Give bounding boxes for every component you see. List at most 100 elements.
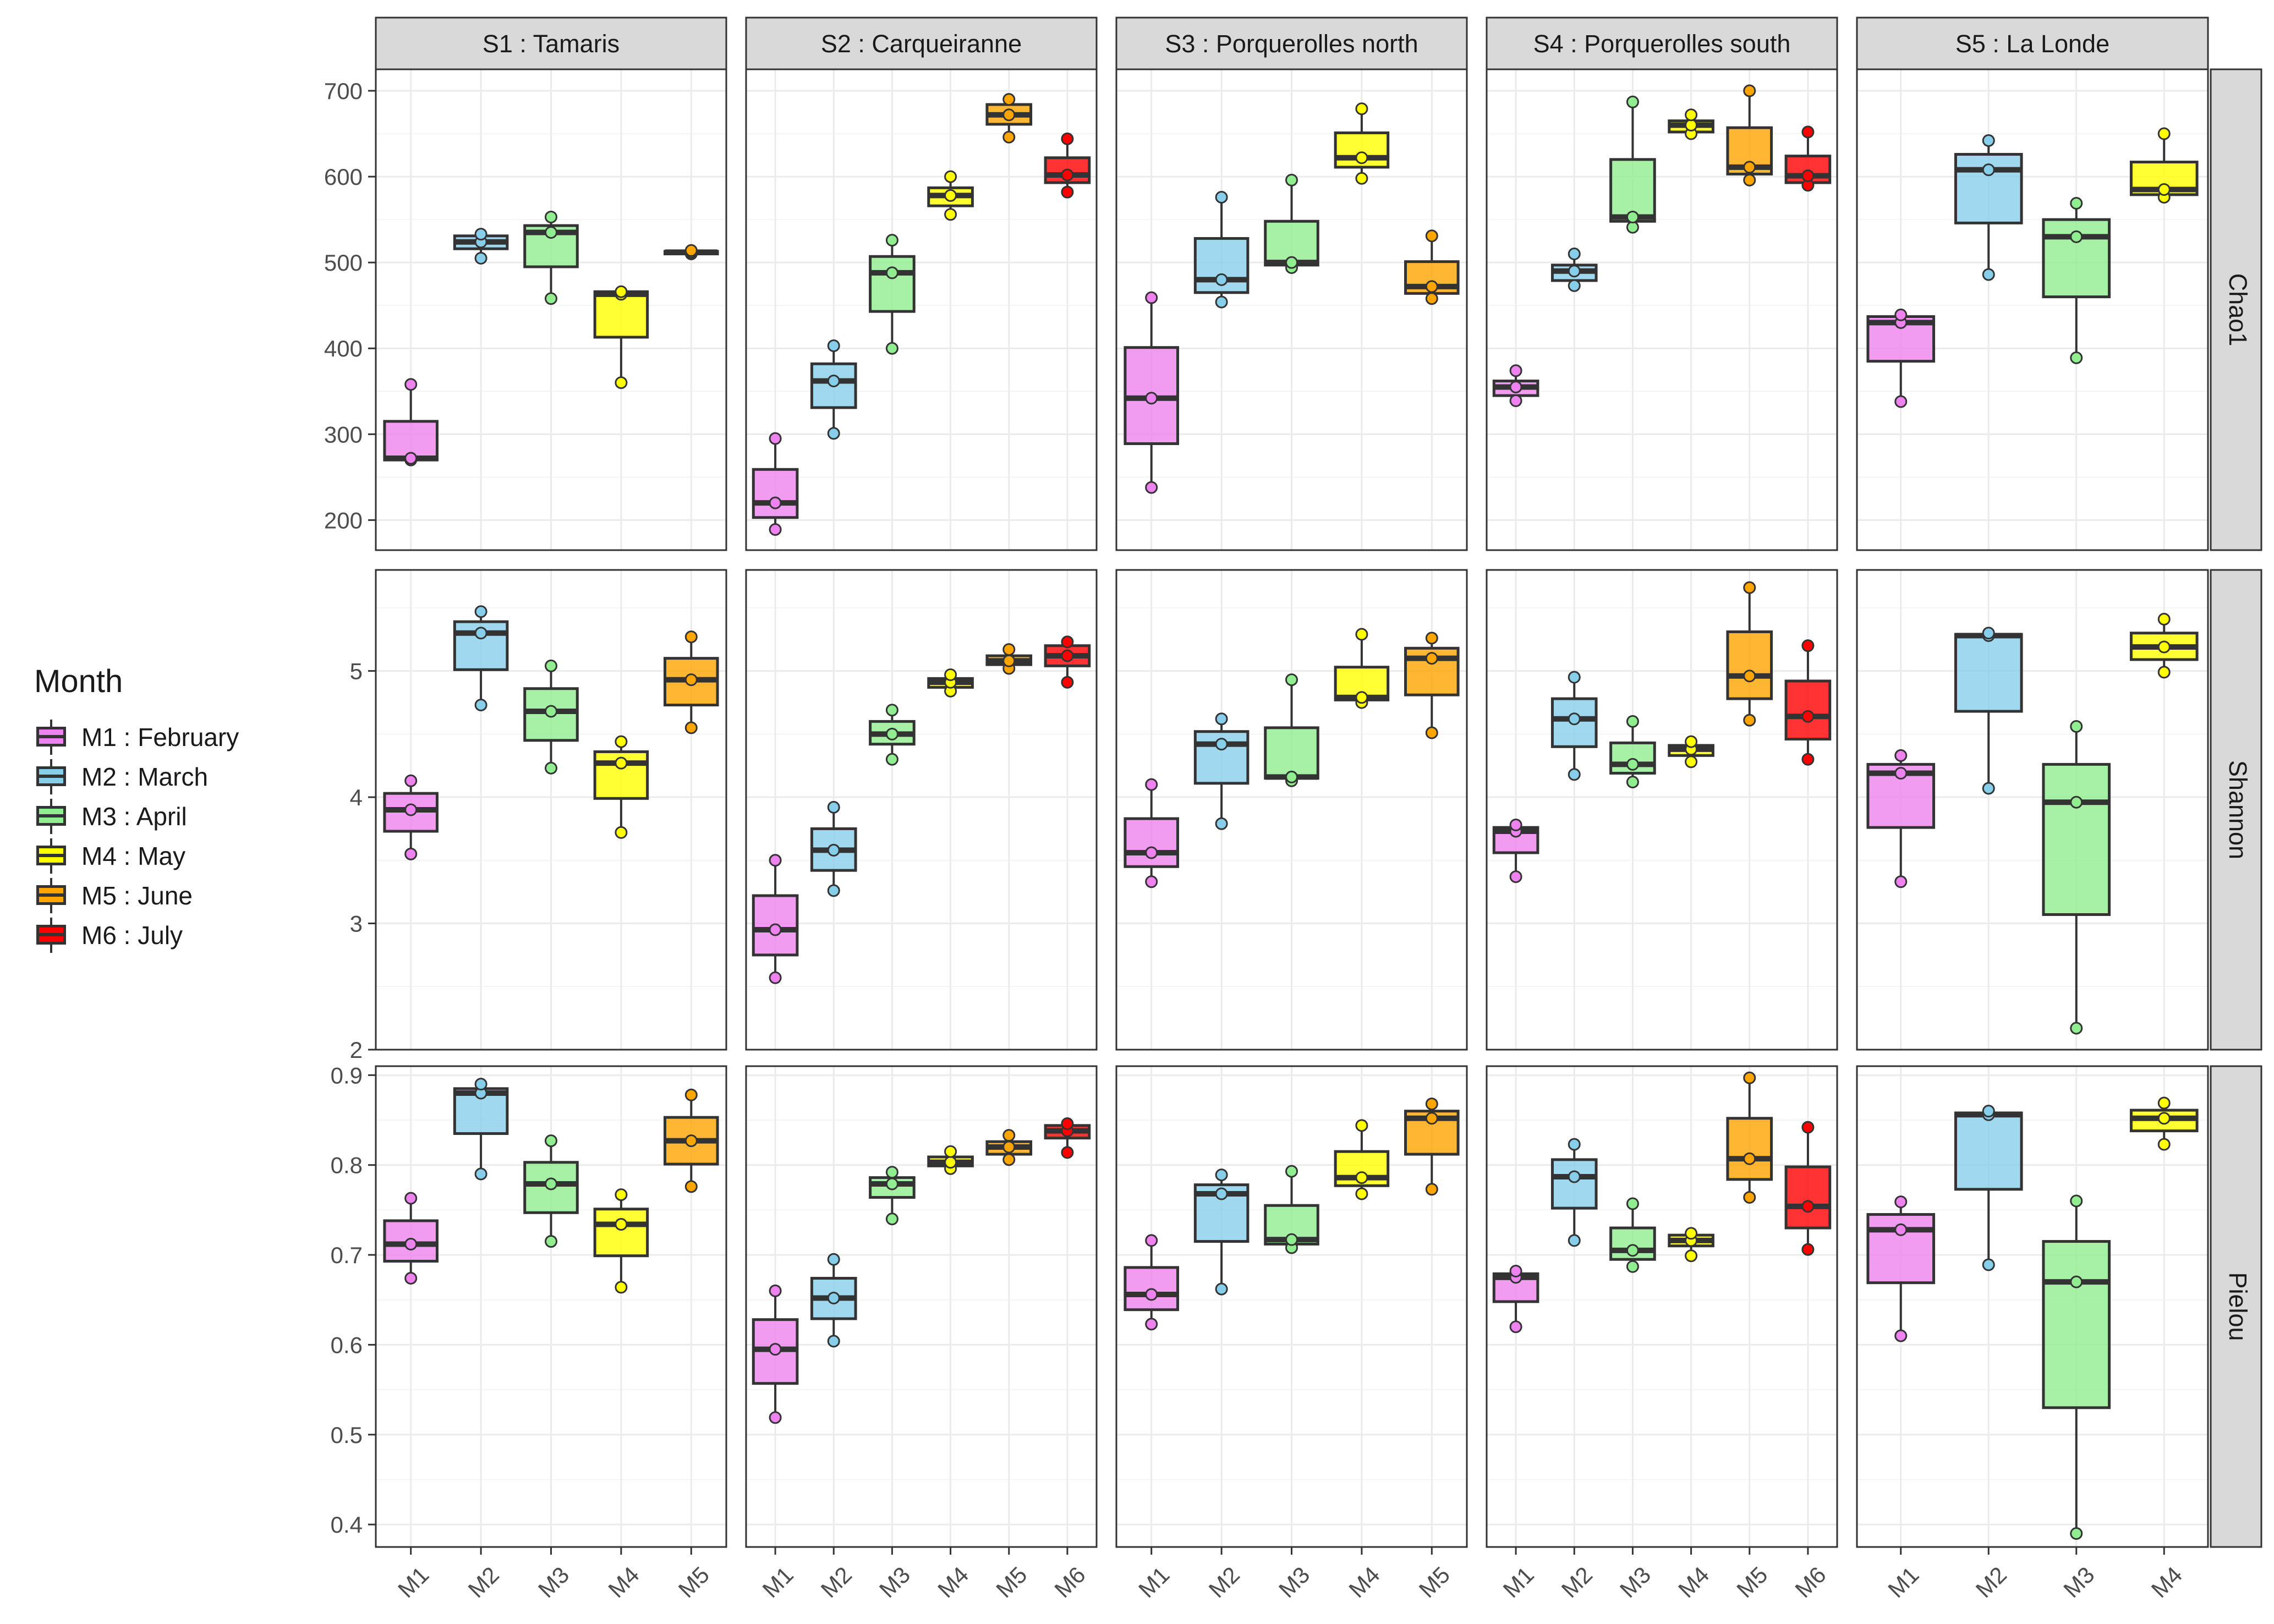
data-point-median xyxy=(545,226,557,239)
box-r2c3-m5 xyxy=(1404,632,1460,739)
facet-label-row-shannon: Shannon xyxy=(2224,760,2252,859)
box-r1c2-m3 xyxy=(869,234,916,355)
box-r1c2-m2 xyxy=(810,339,857,440)
data-point-min xyxy=(1982,1258,1995,1271)
data-point-min xyxy=(684,1180,698,1193)
data-point-min xyxy=(827,1335,840,1348)
box-body xyxy=(593,290,649,339)
box-r3c1-m5 xyxy=(664,1088,719,1193)
box-r2c2-m1 xyxy=(752,854,799,984)
data-point-max xyxy=(2070,196,2083,210)
data-point-max xyxy=(1355,102,1368,116)
data-point-max xyxy=(404,1192,418,1205)
data-point-min xyxy=(2157,1138,2171,1151)
data-point-median xyxy=(885,727,898,740)
data-point-max xyxy=(1568,248,1581,261)
y-tick-label-pielou-2: 0.5 xyxy=(331,1422,363,1448)
data-point-min xyxy=(827,427,840,440)
data-point-max xyxy=(1982,627,1995,640)
legend-key-m4 xyxy=(34,836,69,876)
data-point-max xyxy=(2157,612,2171,626)
data-point-median xyxy=(1355,1171,1368,1184)
box-r1c5-m4 xyxy=(2129,127,2199,204)
data-point-median xyxy=(1626,758,1639,771)
panel-border-r3c4 xyxy=(1486,1065,1838,1548)
data-point-median xyxy=(404,1237,418,1250)
box-r1c5-m1 xyxy=(1866,308,1936,408)
x-tick-label-r3c2-m6: M6 xyxy=(1049,1562,1091,1603)
data-point-median xyxy=(769,496,782,509)
data-point-min xyxy=(1061,1146,1074,1159)
data-point-max xyxy=(474,1078,487,1091)
data-point-median xyxy=(1145,392,1158,405)
y-tick-label-chao1-4: 500 xyxy=(324,250,363,276)
data-point-min xyxy=(1215,295,1228,309)
y-tick-label-shannon-1: 2 xyxy=(350,1037,363,1063)
data-point-median xyxy=(2157,1112,2171,1125)
x-tick-label-r3c5-m4: M4 xyxy=(2146,1562,2188,1603)
data-point-median xyxy=(1145,846,1158,859)
data-point-min xyxy=(1982,782,1995,795)
data-point-min xyxy=(1215,1282,1228,1296)
box-body xyxy=(1124,817,1179,868)
facet-strip-col-1 xyxy=(375,17,727,70)
data-point-min xyxy=(615,826,628,839)
data-point-median xyxy=(404,452,418,465)
data-point-max xyxy=(1425,1098,1438,1111)
box-r3c4-m6 xyxy=(1784,1121,1832,1256)
data-point-median xyxy=(1285,256,1298,269)
data-point-min xyxy=(1145,481,1158,494)
y-tick-label-pielou-6: 0.9 xyxy=(331,1062,363,1088)
box-r2c1-m3 xyxy=(523,659,579,775)
box-body xyxy=(869,255,916,313)
data-point-min xyxy=(769,523,782,536)
data-point-max xyxy=(944,1145,957,1158)
data-point-max xyxy=(1002,1129,1016,1142)
data-point-max xyxy=(827,339,840,353)
data-point-min xyxy=(1801,753,1815,766)
data-point-median xyxy=(1509,380,1522,393)
data-point-max xyxy=(1145,1234,1158,1247)
data-point-max xyxy=(1355,1119,1368,1132)
data-point-median xyxy=(1002,108,1016,122)
facet-label-col-4: S4 : Porquerolles south xyxy=(1533,30,1791,58)
data-point-max xyxy=(1425,229,1438,243)
data-point-max xyxy=(615,735,628,748)
data-point-min xyxy=(885,342,898,355)
data-point-min xyxy=(1568,1234,1581,1247)
box-r2c4-m3 xyxy=(1609,715,1656,789)
box-r2c4-m2 xyxy=(1550,671,1598,781)
data-point-max xyxy=(1215,1168,1228,1182)
box-r2c3-m1 xyxy=(1124,778,1179,888)
data-point-min xyxy=(1743,173,1756,186)
data-point-median xyxy=(684,673,698,687)
data-point-min xyxy=(1743,714,1756,727)
box-r3c2-m6 xyxy=(1044,1117,1091,1159)
panel-border-r2c4 xyxy=(1486,569,1838,1051)
data-point-max xyxy=(615,1188,628,1201)
data-point-max xyxy=(1509,364,1522,377)
data-point-median xyxy=(1355,691,1368,704)
box-r2c5-m3 xyxy=(2042,720,2111,1035)
legend-label-m4: M4 : May xyxy=(81,842,186,870)
box-body xyxy=(1954,633,2023,713)
box-r3c2-m4 xyxy=(927,1145,974,1175)
data-point-max xyxy=(827,800,840,814)
data-point-min xyxy=(1743,1191,1756,1204)
data-point-min xyxy=(404,847,418,860)
data-point-median xyxy=(1425,280,1438,293)
box-body xyxy=(1866,1213,1936,1285)
data-point-min xyxy=(545,1235,557,1248)
data-point-max xyxy=(684,630,698,644)
panel-grid-r3c3 xyxy=(1116,1066,1467,1547)
facet-label-row-pielou: Pielou xyxy=(2224,1272,2252,1341)
data-point-median xyxy=(1002,654,1016,667)
panel-grid-r1c2 xyxy=(746,69,1097,550)
y-tick-label-chao1-3: 400 xyxy=(324,336,363,361)
facet-strip-row-3 xyxy=(2210,1065,2262,1548)
data-point-max xyxy=(404,774,418,787)
data-point-max xyxy=(1002,93,1016,106)
legend-item-m2: M2 : March xyxy=(34,757,287,797)
box-r1c1-m5 xyxy=(664,244,719,261)
